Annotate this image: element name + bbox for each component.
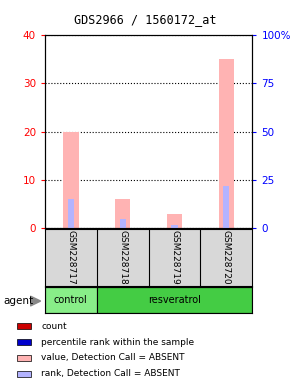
Text: resveratrol: resveratrol (148, 295, 201, 305)
Bar (63, 131, 79, 228)
Bar (17, 323, 30, 329)
Bar (167, 214, 182, 228)
Bar (219, 59, 234, 228)
Text: GSM228720: GSM228720 (222, 230, 231, 285)
Bar (171, 225, 178, 228)
Text: value, Detection Call = ABSENT: value, Detection Call = ABSENT (41, 354, 185, 362)
Bar (68, 199, 74, 228)
Text: GSM228718: GSM228718 (118, 230, 127, 285)
Polygon shape (30, 296, 41, 306)
Text: GSM228717: GSM228717 (66, 230, 75, 285)
Bar (119, 219, 126, 228)
Text: control: control (54, 295, 88, 305)
Text: agent: agent (3, 296, 33, 306)
Bar (17, 339, 30, 345)
Bar (17, 355, 30, 361)
Text: rank, Detection Call = ABSENT: rank, Detection Call = ABSENT (41, 369, 180, 378)
Bar (17, 371, 30, 377)
Text: GSM228719: GSM228719 (170, 230, 179, 285)
Text: count: count (41, 322, 67, 331)
Bar (97, 287, 252, 313)
Bar (45, 287, 97, 313)
Bar (223, 186, 229, 228)
Text: percentile rank within the sample: percentile rank within the sample (41, 338, 195, 347)
Bar (115, 199, 130, 228)
Text: GDS2966 / 1560172_at: GDS2966 / 1560172_at (74, 13, 216, 26)
